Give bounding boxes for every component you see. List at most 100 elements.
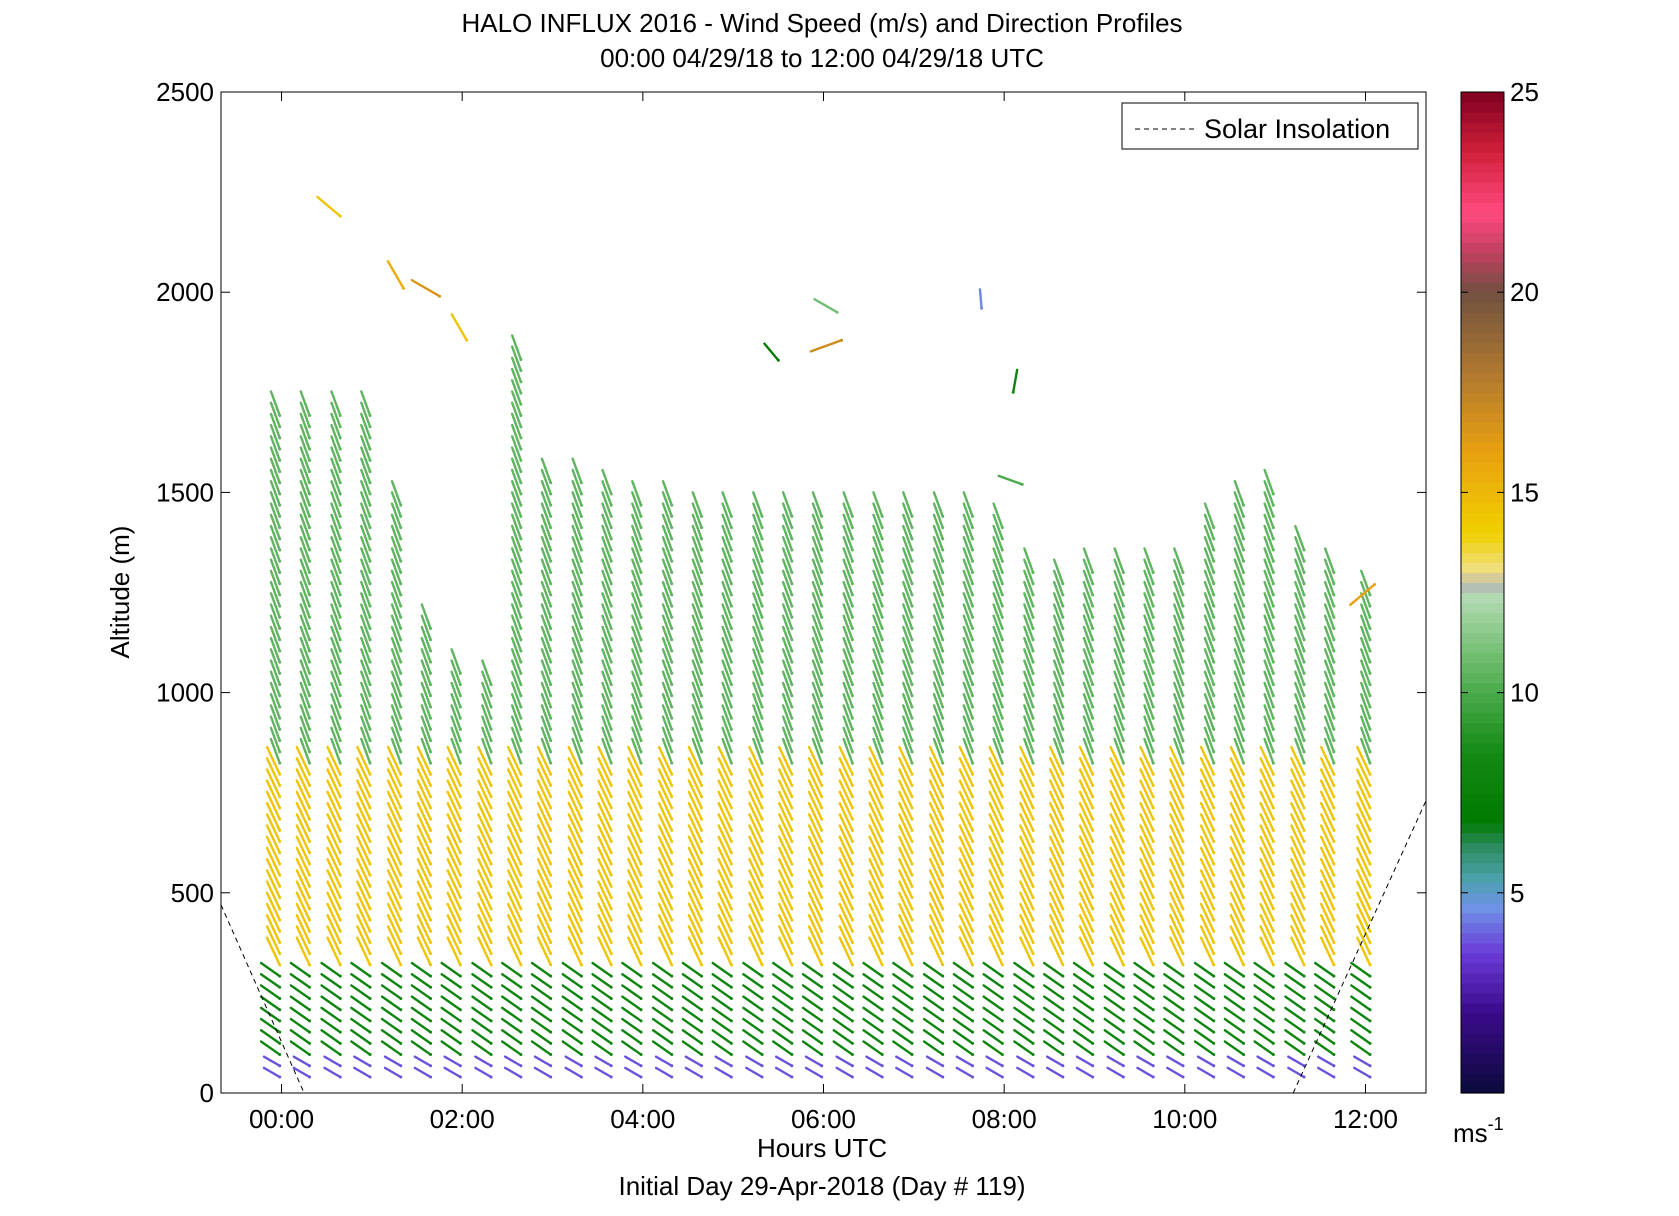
wind-barb	[657, 790, 674, 821]
wind-barb	[717, 801, 733, 832]
wind-barb	[390, 480, 403, 507]
wind-barb	[962, 536, 975, 563]
wind-barb	[269, 536, 282, 563]
wind-barb	[1078, 757, 1095, 787]
wind-barb	[651, 995, 674, 1012]
wind-barb	[691, 648, 704, 675]
wind-barb	[922, 1040, 945, 1057]
wind-barb	[898, 801, 914, 832]
wind-barb	[807, 757, 824, 787]
wind-barb	[992, 614, 1004, 642]
wind-barb	[804, 1055, 824, 1068]
wind-barb	[778, 824, 794, 855]
y-tick-label: 2000	[156, 277, 214, 307]
wind-barb	[1169, 880, 1185, 911]
wind-barb	[838, 813, 854, 844]
wind-barb	[510, 670, 523, 698]
wind-barb	[962, 726, 975, 754]
wind-barb	[1049, 757, 1065, 787]
wind-barb	[1284, 1040, 1306, 1057]
wind-barb	[510, 457, 523, 485]
wind-barb	[1173, 704, 1185, 731]
wind-barb	[1259, 914, 1275, 944]
wind-barb	[269, 648, 282, 675]
colorbar-band	[1461, 502, 1504, 514]
wind-barb	[661, 603, 674, 631]
wind-barb	[510, 625, 523, 653]
wind-barb	[681, 995, 704, 1012]
wind-barb	[902, 636, 914, 664]
wind-barb	[571, 513, 583, 541]
wind-barb	[477, 824, 493, 855]
wind-barb	[1360, 636, 1372, 664]
wind-barb	[289, 984, 312, 1001]
wind-barb	[962, 670, 975, 698]
wind-barb	[295, 790, 312, 821]
wind-barb	[1052, 592, 1065, 619]
wind-barb	[1284, 973, 1306, 989]
wind-barb	[1320, 835, 1336, 866]
wind-barb	[811, 614, 824, 642]
wind-barb	[807, 801, 824, 832]
wind-barb	[1223, 961, 1246, 978]
wind-barb	[838, 790, 854, 821]
wind-barb	[1169, 914, 1185, 944]
wind-barb	[621, 1006, 643, 1023]
wind-barb	[627, 880, 643, 911]
wind-barb	[510, 580, 523, 608]
wind-barb	[691, 536, 704, 563]
wind-barb	[1203, 502, 1216, 530]
wind-barb	[540, 547, 553, 574]
wind-barb	[1139, 745, 1155, 776]
wind-barb	[1294, 536, 1306, 563]
wind-barb	[932, 614, 945, 642]
wind-barb	[601, 603, 613, 631]
wind-barb	[1356, 745, 1372, 776]
wind-barb	[811, 536, 824, 563]
wind-barb	[1229, 914, 1246, 944]
wind-barb	[540, 636, 553, 664]
wind-barb	[721, 614, 733, 642]
wind-barb	[842, 715, 854, 743]
wind-barb	[1143, 648, 1155, 675]
wind-barb	[323, 1066, 342, 1079]
wind-barb	[536, 745, 553, 776]
wind-barb	[868, 891, 884, 922]
wind-barb	[862, 984, 884, 1001]
wind-barb	[988, 914, 1004, 944]
wind-barb	[295, 779, 312, 810]
wind-barb	[842, 737, 854, 765]
wind-barb	[540, 704, 553, 731]
wind-barb	[1263, 569, 1275, 597]
colorbar-band	[1461, 802, 1504, 814]
wind-barb	[661, 670, 674, 698]
wind-barb	[657, 779, 674, 810]
wind-barb	[360, 704, 372, 731]
wind-barb	[1049, 902, 1065, 933]
wind-barb	[898, 858, 914, 888]
colorbar-tick-label: 5	[1510, 878, 1524, 908]
wind-barb	[691, 737, 704, 765]
y-tick-label: 2500	[156, 77, 214, 107]
wind-barb	[958, 813, 975, 844]
wind-barb	[838, 891, 854, 922]
wind-barb	[1143, 580, 1155, 608]
wind-barb	[536, 914, 553, 944]
wind-barb	[567, 768, 583, 799]
colorbar-band	[1461, 592, 1504, 604]
wind-barb	[992, 726, 1004, 754]
wind-barb	[386, 835, 403, 866]
colorbar-band	[1461, 622, 1504, 634]
wind-barb	[691, 614, 704, 642]
wind-barb	[1078, 869, 1095, 900]
wind-barb	[1082, 625, 1095, 653]
wind-barb	[992, 536, 1004, 563]
wind-barb	[1320, 858, 1336, 888]
wind-barb	[842, 558, 854, 586]
wind-barb	[1139, 925, 1155, 956]
wind-barb	[811, 693, 824, 720]
wind-barb	[1173, 603, 1185, 631]
wind-barb	[510, 715, 523, 743]
wind-barb	[801, 1040, 824, 1057]
wind-barb	[752, 659, 764, 687]
